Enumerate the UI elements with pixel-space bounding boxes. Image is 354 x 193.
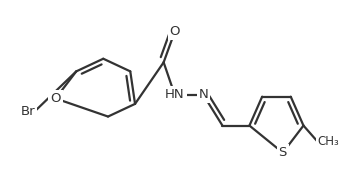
Text: O: O (50, 92, 61, 105)
Text: N: N (199, 88, 208, 101)
Text: O: O (170, 25, 180, 38)
Text: S: S (279, 146, 287, 159)
Text: HN: HN (165, 88, 184, 101)
Text: CH₃: CH₃ (318, 135, 339, 148)
Text: Br: Br (20, 105, 35, 118)
